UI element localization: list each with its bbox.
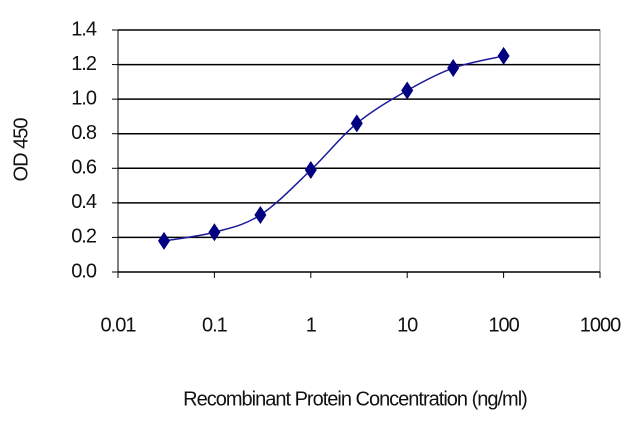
y-tick-label: 0.4 [71,191,97,213]
y-tick-label: 1.2 [71,53,97,75]
data-line [163,55,504,242]
y-axis-label: OD 450 [10,118,32,182]
data-point [401,81,414,100]
x-tick-label: 0.1 [202,314,228,336]
x-tick-label: 1 [306,314,317,336]
data-point [304,161,317,180]
y-tick-label: 1.4 [71,18,97,40]
x-axis-label: Recombinant Protein Concentration (ng/ml… [183,388,527,410]
data-point [447,59,460,78]
plot-area [117,29,601,273]
x-tick-label: 10 [397,314,418,336]
x-tick-label: 1000 [580,314,621,336]
data-point [254,205,267,224]
y-tick-label: 0.6 [71,157,97,179]
data-point [350,114,363,133]
y-tick-label: 0.2 [71,226,97,248]
y-tick-label: 1.0 [71,87,97,109]
data-point [208,223,221,242]
x-tick-label: 0.01 [101,314,137,336]
data-point [497,46,510,65]
y-tick-label: 0.0 [71,260,97,282]
x-tick-label: 100 [488,314,519,336]
data-point [157,231,170,250]
y-tick-label: 0.8 [71,122,97,144]
